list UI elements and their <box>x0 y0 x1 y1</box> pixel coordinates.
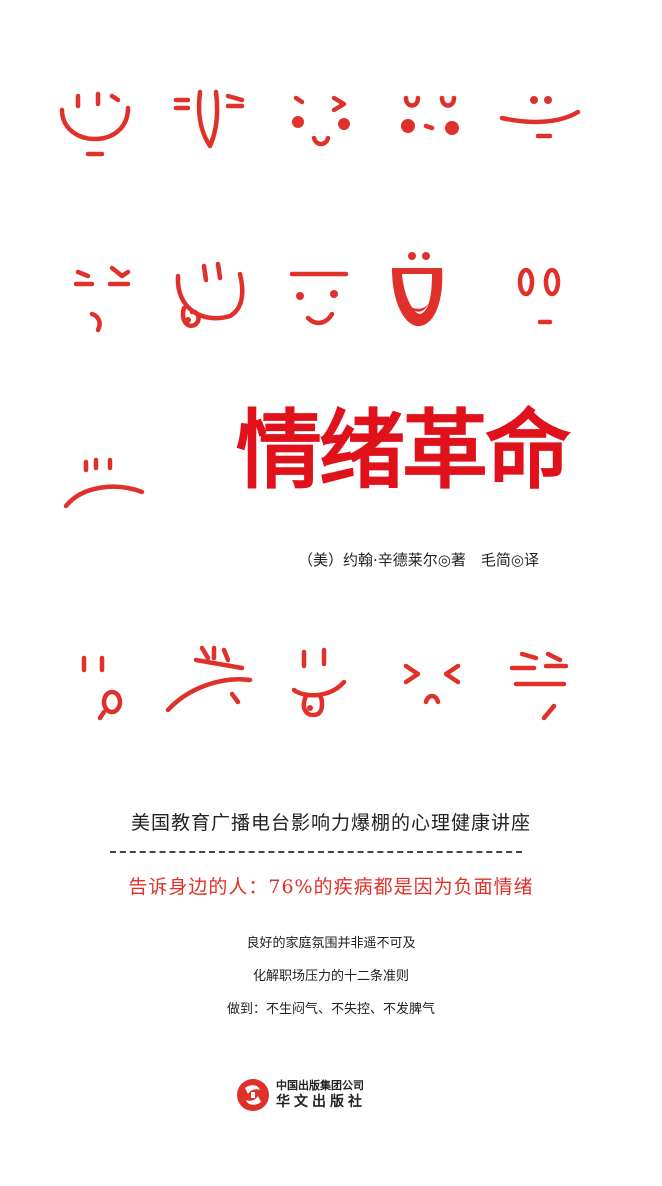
publisher-group-name: 中国出版集团公司 <box>276 1079 364 1093</box>
selling-point-1: 良好的家庭氛围并非遥不可及 <box>246 936 416 951</box>
tagline-primary: 美国教育广播电台影响力爆棚的心理健康讲座 <box>130 812 531 834</box>
wince-face-icon <box>402 658 464 710</box>
selling-point-3: 做到：不生闷气、不失控、不发脾气 <box>226 1002 435 1017</box>
frown-face-icon <box>62 456 146 512</box>
book-title: 情绪革命 <box>236 400 571 501</box>
flat-brow-face-icon <box>288 268 352 332</box>
annoyed-face-icon <box>508 648 572 724</box>
smile-face-icon <box>58 88 134 164</box>
grin-face-icon <box>498 92 584 152</box>
laugh-face-icon <box>388 248 448 332</box>
dashed-divider <box>110 851 522 853</box>
tongue-out-face-icon <box>290 646 350 722</box>
scowl-face-icon <box>162 640 256 720</box>
shy-face-icon <box>398 92 468 146</box>
author-line: （美）约翰·辛德莱尔◎著 毛简◎译 <box>298 551 539 569</box>
surprised-face-icon <box>510 262 570 334</box>
publisher-press-name: 华文出版社 <box>276 1093 366 1110</box>
squint-face-icon <box>72 262 134 338</box>
smirk-face-icon <box>172 88 248 158</box>
selling-point-2: 化解职场压力的十二条准则 <box>252 969 409 984</box>
blush-face-icon <box>288 90 360 152</box>
publisher-logo-icon <box>236 1078 270 1112</box>
tongue-face-icon <box>174 260 248 340</box>
oh-face-icon <box>74 650 130 722</box>
publisher-block: 中国出版集团公司 华文出版社 <box>236 1078 366 1112</box>
tagline-secondary: 告诉身边的人：76%的疾病都是因为负面情绪 <box>128 876 534 898</box>
